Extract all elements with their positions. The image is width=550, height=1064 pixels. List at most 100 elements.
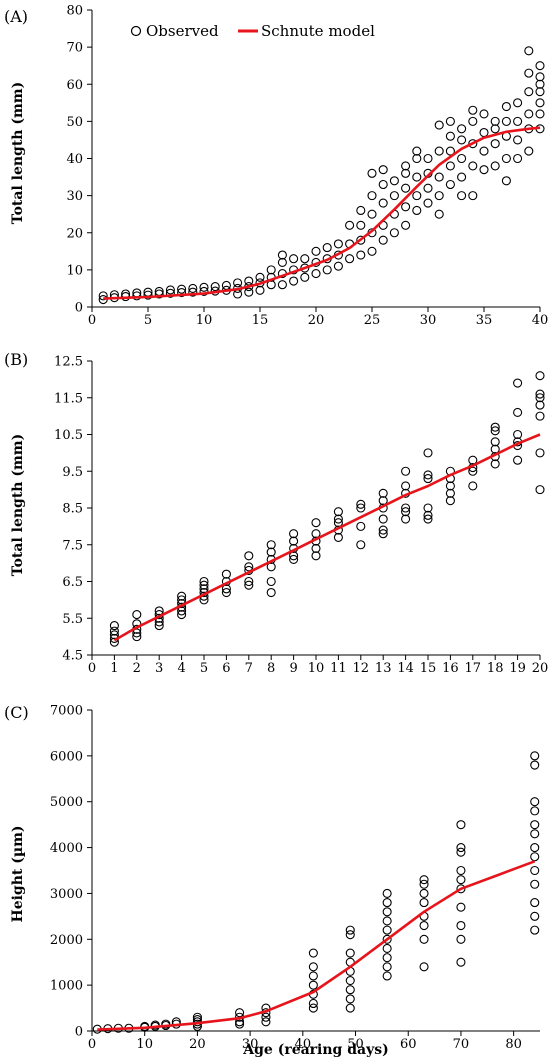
- observed-point: [389, 228, 399, 238]
- observed-point: [199, 286, 209, 296]
- observed-point: [177, 610, 187, 620]
- observed-point: [513, 153, 523, 164]
- observed-point: [530, 820, 540, 830]
- y-tick-label: 2000: [50, 933, 83, 948]
- observed-point: [535, 485, 545, 495]
- observed-point: [530, 898, 540, 908]
- y-tick-label: 40: [66, 152, 83, 167]
- observed-point: [244, 276, 254, 286]
- observed-point: [221, 584, 231, 594]
- observed-point: [530, 760, 540, 770]
- observed-point: [109, 621, 119, 631]
- observed-point: [468, 481, 478, 491]
- observed-point: [378, 198, 388, 208]
- observed-point: [199, 584, 209, 594]
- observed-point: [457, 172, 467, 182]
- observed-point: [244, 576, 254, 587]
- observed-point: [530, 879, 540, 889]
- observed-point: [333, 514, 343, 524]
- observed-point: [456, 934, 466, 944]
- y-tick-label: 6000: [50, 749, 83, 764]
- observed-point: [501, 116, 511, 126]
- observed-point: [445, 161, 455, 171]
- observed-point: [535, 389, 545, 399]
- x-tick-label: 10: [136, 1037, 153, 1052]
- y-tick-label: 10.5: [54, 428, 83, 443]
- observed-point: [382, 943, 392, 954]
- observed-point: [356, 250, 366, 260]
- observed-point: [513, 455, 523, 465]
- observed-point: [289, 254, 299, 264]
- y-axis-label-c: Height (µm): [10, 825, 26, 922]
- observed-point: [535, 371, 545, 381]
- x-tick-label: 18: [487, 661, 504, 676]
- y-tick-label: 80: [66, 4, 83, 19]
- observed-point: [188, 283, 198, 293]
- observed-point: [419, 934, 429, 944]
- observed-point: [378, 529, 388, 539]
- observed-point: [382, 962, 392, 972]
- observed-point: [457, 124, 467, 134]
- observed-point: [513, 98, 523, 108]
- observed-point: [356, 499, 366, 509]
- observed-point: [445, 179, 455, 190]
- observed-point: [378, 514, 388, 524]
- observed-point: [490, 124, 500, 134]
- observed-point: [345, 254, 355, 264]
- observed-point: [419, 920, 429, 931]
- panel-label-b: (B): [4, 350, 28, 369]
- observed-point: [221, 587, 231, 598]
- observed-point: [524, 146, 534, 156]
- schnute-model-line: [103, 126, 541, 300]
- observed-point: [513, 116, 523, 126]
- observed-point: [445, 488, 455, 498]
- x-tick-label: 10: [308, 661, 325, 676]
- observed-point: [535, 79, 545, 89]
- x-tick-label: 20: [532, 661, 549, 676]
- observed-point: [356, 205, 366, 216]
- y-tick-label: 20: [66, 226, 83, 241]
- x-tick-label: 17: [465, 661, 482, 676]
- y-tick-label: 70: [66, 41, 83, 56]
- observed-point: [266, 265, 276, 275]
- x-tick-label: 16: [442, 661, 459, 676]
- observed-point: [490, 459, 500, 469]
- observed-point: [378, 235, 388, 245]
- observed-point: [177, 595, 187, 605]
- observed-point: [143, 290, 153, 300]
- chart-panel-b: (B) Total length (mm) 4.5 5.5 6.5 7.5 8.5 9.5…: [4, 350, 548, 676]
- observed-point: [356, 521, 366, 531]
- observed-point: [345, 220, 355, 230]
- observed-point: [367, 209, 377, 219]
- observed-point: [412, 146, 422, 156]
- y-axis-label-b: Total length (mm): [10, 434, 26, 576]
- x-axis-label-c: Age (rearing days): [242, 1042, 388, 1058]
- x-tick-label: 0: [88, 661, 96, 676]
- observed-point: [490, 116, 500, 126]
- observed-point: [300, 272, 310, 282]
- observed-point: [445, 481, 455, 491]
- observed-point: [401, 514, 411, 524]
- observed-point: [401, 161, 411, 171]
- observed-point: [177, 284, 187, 294]
- observed-point: [308, 980, 318, 990]
- observed-point: [277, 280, 287, 290]
- x-tick-label: 5: [200, 661, 208, 676]
- observed-point: [289, 551, 299, 561]
- x-tick-label: 40: [295, 1037, 312, 1052]
- observed-point: [177, 591, 187, 601]
- observed-point: [244, 551, 254, 561]
- x-tick-label: 0: [88, 313, 96, 328]
- observed-point: [457, 153, 467, 164]
- observed-point: [345, 1003, 355, 1013]
- observed-point: [132, 632, 142, 642]
- x-tick-label: 35: [476, 313, 493, 328]
- observed-point: [468, 455, 478, 465]
- observed-point: [456, 875, 466, 885]
- observed-point: [535, 98, 545, 108]
- observed-point: [308, 948, 318, 958]
- x-tick-label: 20: [189, 1037, 206, 1052]
- observed-point: [154, 289, 164, 299]
- observed-point: [434, 191, 444, 201]
